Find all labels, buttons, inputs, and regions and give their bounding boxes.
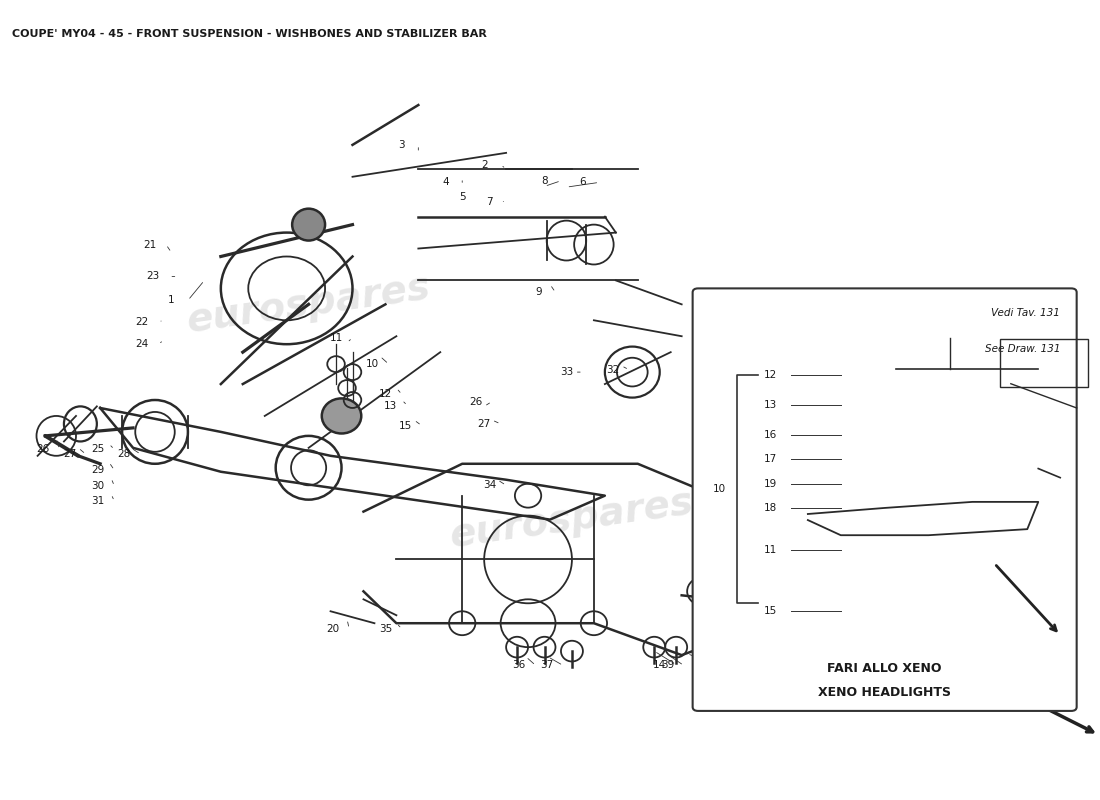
Text: 15: 15 bbox=[764, 606, 778, 616]
Text: XENO HEADLIGHTS: XENO HEADLIGHTS bbox=[818, 686, 952, 699]
Text: 9: 9 bbox=[536, 287, 542, 298]
Text: 27: 27 bbox=[477, 419, 491, 429]
Text: 1: 1 bbox=[168, 295, 175, 306]
Text: 13: 13 bbox=[384, 401, 397, 410]
Text: 7: 7 bbox=[486, 198, 493, 207]
Text: Vedi Tav. 131: Vedi Tav. 131 bbox=[991, 308, 1060, 318]
Text: 29: 29 bbox=[91, 465, 104, 475]
Bar bbox=[1000, 339, 1088, 386]
Text: See Draw. 131: See Draw. 131 bbox=[984, 344, 1060, 354]
Text: 4: 4 bbox=[442, 178, 449, 187]
Text: 26: 26 bbox=[36, 445, 50, 454]
Ellipse shape bbox=[1038, 491, 1060, 512]
Text: 14: 14 bbox=[653, 660, 667, 670]
Text: 32: 32 bbox=[606, 365, 619, 374]
Text: 23: 23 bbox=[146, 271, 160, 282]
Text: 37: 37 bbox=[540, 661, 553, 670]
Text: 13: 13 bbox=[764, 400, 778, 410]
Text: 5: 5 bbox=[459, 192, 465, 202]
Text: 27: 27 bbox=[63, 450, 76, 459]
Text: eurospares: eurospares bbox=[448, 484, 696, 555]
Text: 33: 33 bbox=[560, 367, 573, 377]
Text: 11: 11 bbox=[329, 333, 343, 343]
Text: 38: 38 bbox=[692, 660, 705, 670]
Text: 16: 16 bbox=[764, 430, 778, 440]
Text: eurospares: eurospares bbox=[185, 269, 433, 340]
Text: 15: 15 bbox=[398, 421, 411, 430]
Text: 36: 36 bbox=[513, 661, 526, 670]
Text: 35: 35 bbox=[378, 624, 392, 634]
Text: FARI ALLO XENO: FARI ALLO XENO bbox=[827, 662, 942, 675]
Text: 28: 28 bbox=[118, 450, 131, 459]
Text: 30: 30 bbox=[91, 481, 104, 491]
Text: 31: 31 bbox=[91, 496, 104, 506]
Ellipse shape bbox=[293, 209, 326, 241]
Text: 12: 12 bbox=[378, 390, 392, 399]
Text: 39: 39 bbox=[661, 661, 674, 670]
Text: 34: 34 bbox=[483, 480, 496, 490]
FancyBboxPatch shape bbox=[693, 288, 1077, 711]
Text: 21: 21 bbox=[143, 239, 156, 250]
Text: 2: 2 bbox=[481, 160, 487, 170]
Text: 24: 24 bbox=[135, 339, 149, 349]
Text: 11: 11 bbox=[764, 546, 778, 555]
Text: 18: 18 bbox=[764, 503, 778, 513]
Text: COUPE' MY04 - 45 - FRONT SUSPENSION - WISHBONES AND STABILIZER BAR: COUPE' MY04 - 45 - FRONT SUSPENSION - WI… bbox=[12, 30, 487, 39]
Text: 10: 10 bbox=[713, 484, 726, 494]
Text: 20: 20 bbox=[327, 624, 339, 634]
Text: 25: 25 bbox=[91, 445, 104, 454]
Text: 10: 10 bbox=[365, 359, 378, 369]
Text: 12: 12 bbox=[764, 370, 778, 380]
Ellipse shape bbox=[322, 398, 361, 434]
Text: 6: 6 bbox=[580, 178, 586, 187]
Text: 19: 19 bbox=[764, 478, 778, 489]
Text: 26: 26 bbox=[469, 397, 482, 406]
Text: 22: 22 bbox=[135, 317, 149, 327]
Text: 8: 8 bbox=[541, 176, 548, 186]
Text: 17: 17 bbox=[764, 454, 778, 465]
Text: 3: 3 bbox=[398, 140, 405, 150]
